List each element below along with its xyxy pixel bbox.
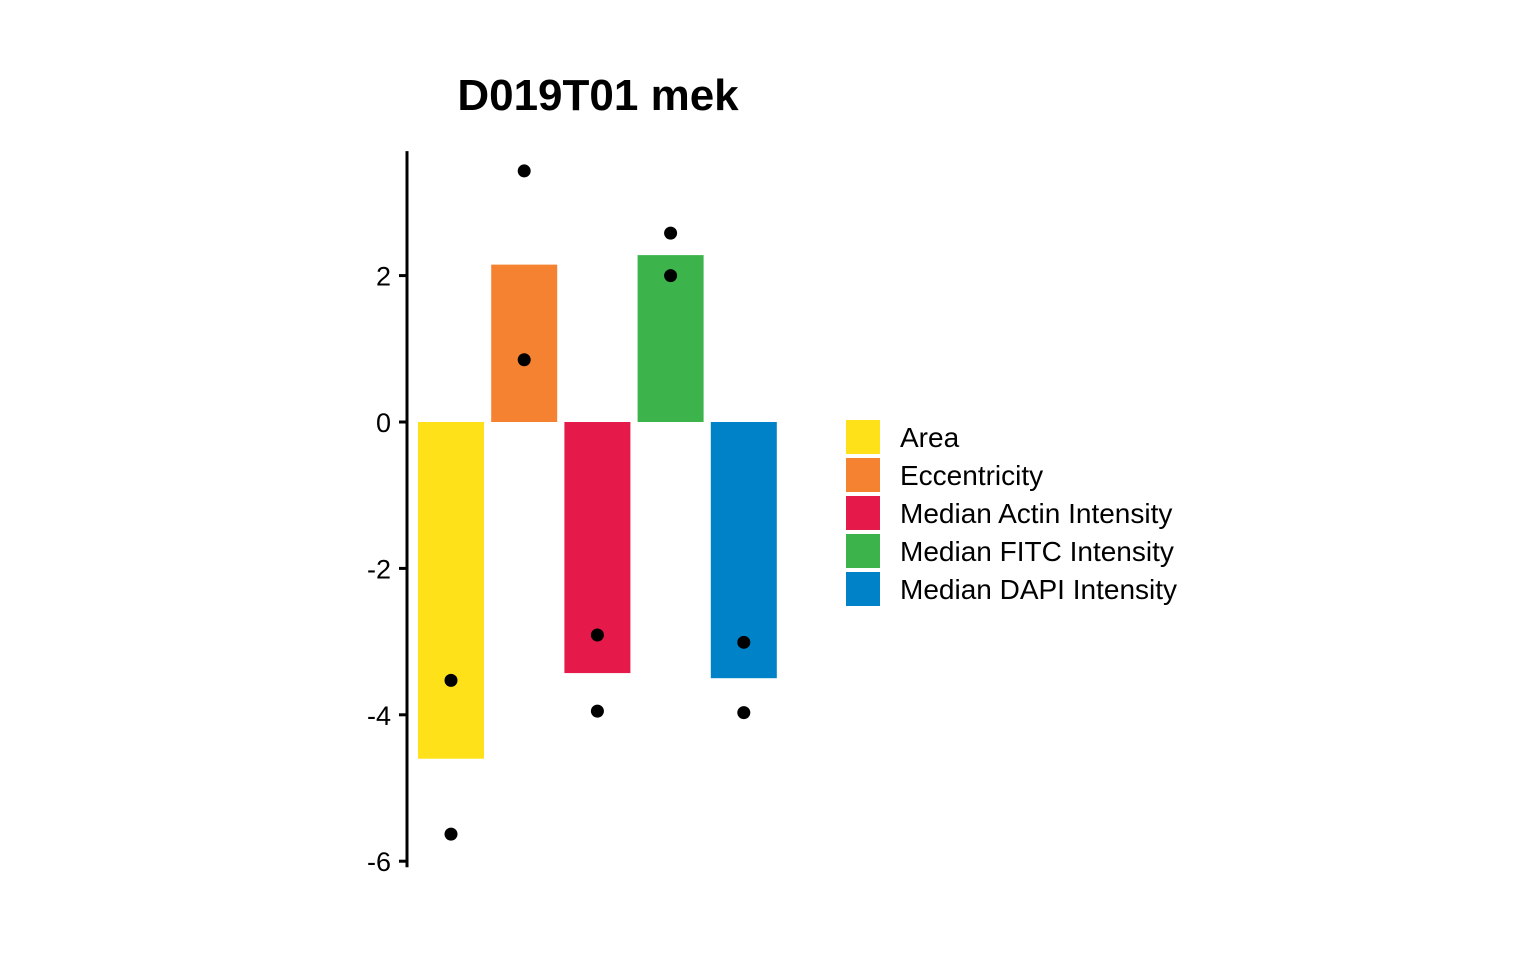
legend-swatch-eccentricity [846, 458, 880, 492]
point-eccentricity-1 [517, 164, 531, 178]
legend-label-median-actin-intensity: Median Actin Intensity [900, 498, 1172, 529]
y-tick-label: -2 [367, 554, 391, 584]
chart-title: D019T01 mek [457, 71, 739, 120]
bars [418, 255, 777, 759]
point-median-dapi-intensity-1 [737, 635, 751, 649]
point-area-2 [444, 827, 458, 841]
legend-label-median-fitc-intensity: Median FITC Intensity [900, 536, 1174, 567]
point-area-1 [444, 673, 458, 687]
legend-label-median-dapi-intensity: Median DAPI Intensity [900, 574, 1177, 605]
legend: Area Eccentricity Median Actin Intensity Me… [846, 420, 1177, 606]
bar-median-fitc-intensity [637, 255, 704, 422]
legend-label-eccentricity: Eccentricity [900, 460, 1043, 491]
y-tick-label: -4 [367, 701, 391, 731]
legend-swatch-area [846, 420, 880, 454]
bar-area [418, 422, 484, 759]
legend-label-area: Area [900, 422, 960, 453]
bar-median-dapi-intensity [710, 422, 777, 679]
y-tick-label: -6 [367, 847, 391, 877]
bar-eccentricity [491, 264, 558, 422]
legend-swatch-median-actin-intensity [846, 496, 880, 530]
point-median-dapi-intensity-2 [737, 706, 751, 720]
points [444, 164, 751, 841]
point-median-fitc-intensity-1 [664, 226, 678, 240]
y-tick-label: 2 [376, 262, 391, 292]
point-median-actin-intensity-1 [590, 628, 604, 642]
point-median-fitc-intensity-2 [664, 269, 678, 283]
point-eccentricity-2 [517, 353, 531, 367]
y-axis: 2 0 -2 -4 -6 [367, 151, 409, 877]
legend-swatch-median-fitc-intensity [846, 534, 880, 568]
point-median-actin-intensity-2 [590, 704, 604, 718]
y-tick-label: 0 [376, 408, 391, 438]
legend-swatch-median-dapi-intensity [846, 572, 880, 606]
